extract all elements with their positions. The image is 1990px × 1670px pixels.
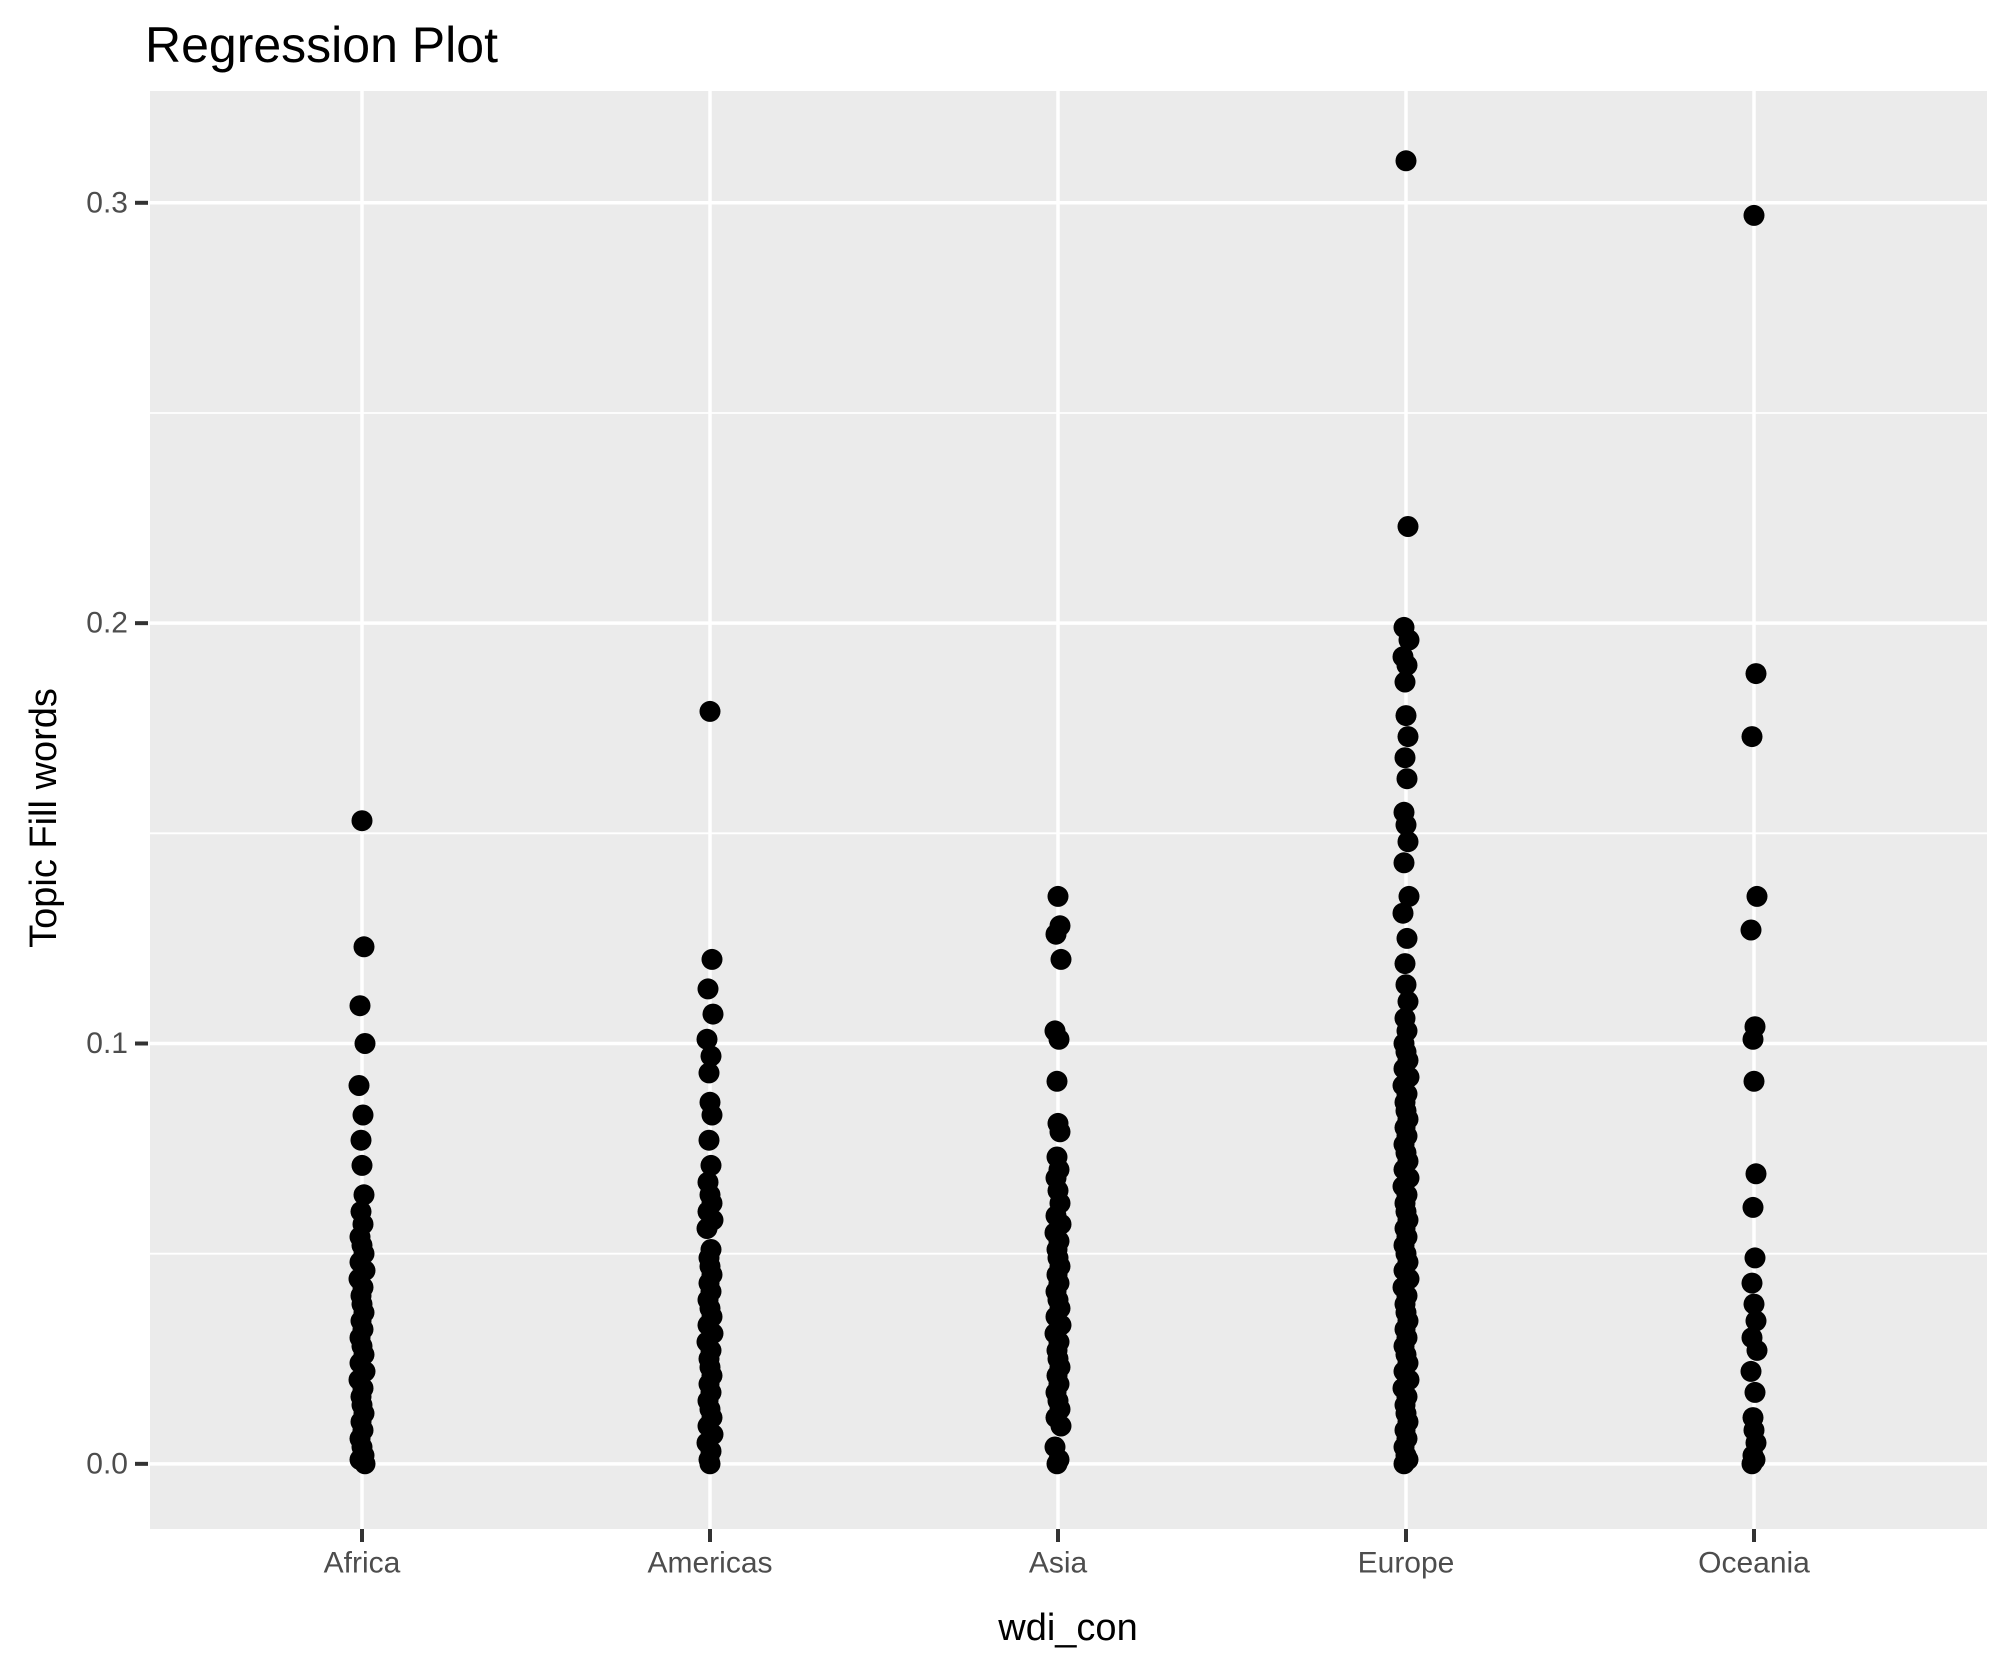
data-point — [1049, 1121, 1071, 1143]
data-point — [1398, 885, 1420, 907]
data-point — [1396, 768, 1418, 790]
data-point — [1745, 1310, 1767, 1332]
data-point — [348, 1075, 370, 1096]
panel-background — [150, 91, 1987, 1529]
data-point — [698, 1129, 720, 1151]
data-point — [1395, 705, 1417, 727]
x-tick-label: Oceania — [1698, 1547, 1810, 1580]
minor-gridlines-layer — [150, 412, 1987, 1255]
data-point — [353, 936, 375, 958]
data-point — [349, 995, 371, 1017]
data-point — [702, 1003, 724, 1025]
data-point — [1743, 204, 1765, 226]
data-point — [1395, 974, 1417, 996]
data-point — [1743, 1070, 1765, 1092]
x-tick-label: Africa — [324, 1547, 401, 1580]
data-point — [1048, 1028, 1070, 1050]
data-point — [1741, 1453, 1763, 1475]
data-point — [354, 1453, 376, 1475]
y-tick-label: 0.1 — [86, 1027, 128, 1060]
data-point — [697, 978, 719, 1000]
data-point — [1046, 1070, 1068, 1092]
data-point — [1394, 747, 1416, 769]
data-point — [351, 1154, 373, 1176]
data-point — [1746, 885, 1768, 907]
data-point — [1397, 831, 1419, 853]
data-point — [1397, 516, 1419, 537]
data-point — [352, 1104, 374, 1126]
tick-marks-layer — [135, 200, 1756, 1542]
data-point — [696, 1028, 718, 1050]
y-tick-label: 0.0 — [86, 1447, 128, 1480]
y-tick-label: 0.3 — [86, 186, 128, 219]
data-point — [1745, 663, 1767, 685]
data-point — [1050, 948, 1072, 970]
data-point — [1742, 1028, 1764, 1050]
data-point — [698, 1062, 720, 1084]
data-point — [1396, 927, 1418, 949]
data-point — [1743, 1293, 1765, 1315]
data-point — [351, 810, 373, 832]
data-point — [1046, 1453, 1068, 1475]
data-point — [1745, 1163, 1767, 1185]
y-tick-labels-layer: 0.0 0.1 0.2 0.3 — [86, 186, 128, 1480]
data-point — [1045, 923, 1067, 945]
data-point — [1050, 1415, 1072, 1437]
data-point — [1396, 654, 1418, 676]
data-point — [1742, 1196, 1764, 1218]
data-point — [1394, 671, 1416, 693]
data-point — [353, 1184, 375, 1206]
data-point — [701, 1104, 723, 1126]
data-point — [1397, 991, 1419, 1012]
data-point — [1740, 919, 1762, 941]
x-tick-label: Americas — [647, 1547, 772, 1580]
data-point — [1397, 726, 1419, 748]
x-tick-label: Asia — [1029, 1547, 1088, 1580]
data-point — [1394, 953, 1416, 975]
data-point — [354, 1033, 376, 1054]
data-point — [1047, 885, 1069, 907]
data-point — [1741, 726, 1763, 748]
data-point — [1741, 1272, 1763, 1294]
data-point — [699, 1453, 721, 1475]
x-axis-title: wdi_con — [997, 1607, 1137, 1649]
data-point — [1740, 1360, 1762, 1382]
data-point — [1393, 852, 1415, 874]
data-point — [1746, 1339, 1768, 1361]
data-point — [1744, 1247, 1766, 1269]
x-tick-labels-layer: Africa Americas Asia Europe Oceania — [324, 1547, 1811, 1580]
data-point — [1395, 150, 1417, 172]
panel-layer — [150, 91, 1987, 1529]
data-point — [1395, 814, 1417, 836]
data-point — [700, 1154, 722, 1176]
chart-title: Regression Plot — [145, 17, 498, 73]
data-point — [696, 1218, 718, 1239]
data-point — [700, 1045, 722, 1067]
data-point — [1393, 1453, 1415, 1475]
data-point — [701, 948, 723, 970]
y-axis-title: Topic Fill words — [23, 688, 65, 948]
data-point — [1392, 902, 1414, 924]
data-point — [1398, 629, 1420, 651]
x-tick-label: Europe — [1358, 1547, 1455, 1580]
data-points-layer — [348, 150, 1768, 1475]
data-point — [699, 700, 721, 722]
data-point — [350, 1129, 372, 1151]
y-tick-label: 0.2 — [86, 607, 128, 640]
data-point — [1744, 1381, 1766, 1403]
